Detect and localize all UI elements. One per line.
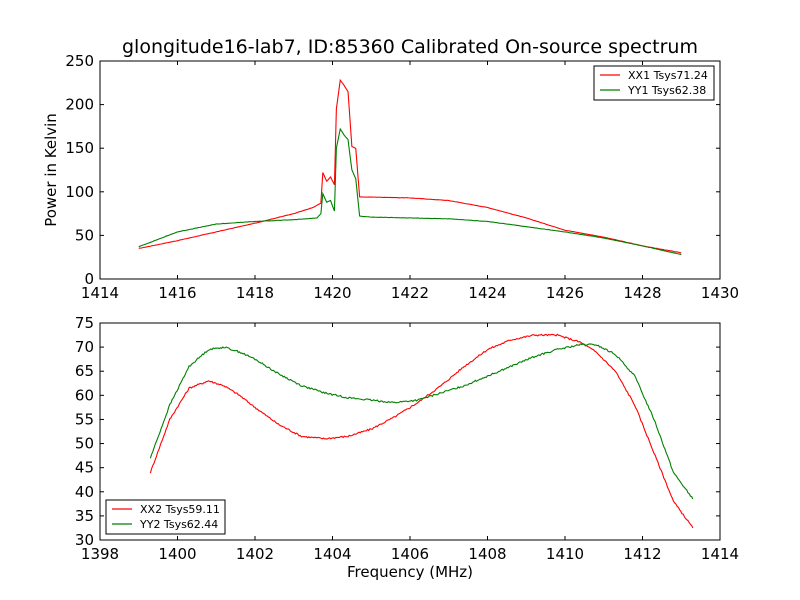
x-tick-label: 1420 [313,284,351,302]
x-tick-label: 1414 [81,284,119,302]
x-tick-label: 1404 [313,545,351,563]
x-tick-label: 1402 [236,545,274,563]
x-tick-label: 1398 [81,545,119,563]
y-tick-label: 70 [75,338,94,356]
chart-2: 1398 1400 1402 1404 1406 1408 1410 1412 1414 30 35… [75,314,739,581]
x-tick-label: 1426 [546,284,584,302]
legend-label: XX2 Tsys59.11 [140,503,220,516]
x-tick-label: 1428 [623,284,661,302]
x-axis-label: Frequency (MHz) [347,563,473,581]
x-tick-label: 1410 [546,545,584,563]
x-tick-label: 1416 [158,284,196,302]
x-tick-label: 1418 [236,284,274,302]
y-axis-label: Power in Kelvin [42,113,60,227]
y-tick-label: 0 [84,270,94,288]
y-tick-label: 100 [65,183,94,201]
y-tick-label: 75 [75,314,94,332]
series-line-1 [149,333,694,529]
legend-label: YY1 Tsys62.38 [627,84,706,97]
legend-box [105,499,226,535]
x-tick-label: 1408 [468,545,506,563]
y-tick-label: 50 [75,226,94,244]
chart-title: glongitude16-lab7, ID:85360 Calibrated O… [122,36,698,58]
y-tick-label: 65 [75,362,94,380]
series-line-2 [149,343,694,500]
y-tick-label: 200 [65,96,94,114]
y-tick-label: 150 [65,139,94,157]
y-tick-label: 250 [65,52,94,70]
y-tick-label: 40 [75,483,94,501]
x-tick-label: 1414 [701,545,739,563]
y-tick-label: 45 [75,459,94,477]
series-line-1 [138,78,682,254]
y-tick-label: 50 [75,435,94,453]
x-tick-label: 1406 [391,545,429,563]
legend-label: XX1 Tsys71.24 [628,69,708,82]
x-tick-label: 1424 [468,284,506,302]
legend-box [593,65,715,101]
x-tick-label: 1430 [701,284,739,302]
legend: XX2 Tsys59.11 YY2 Tsys62.44 [105,499,226,535]
legend: XX1 Tsys71.24 YY1 Tsys62.38 [593,65,715,101]
y-tick-label: 35 [75,507,94,525]
series-line-2 [138,127,682,256]
x-tick-label: 1422 [391,284,429,302]
legend-label: YY2 Tsys62.44 [139,518,218,531]
x-tick-label: 1400 [158,545,196,563]
y-tick-label: 30 [75,531,94,549]
y-tick-label: 55 [75,410,94,428]
x-tick-label: 1412 [623,545,661,563]
chart-1: 1414 1416 1418 1420 1422 1424 1426 1428 1430 0 50 1… [42,36,739,302]
y-tick-label: 60 [75,386,94,404]
